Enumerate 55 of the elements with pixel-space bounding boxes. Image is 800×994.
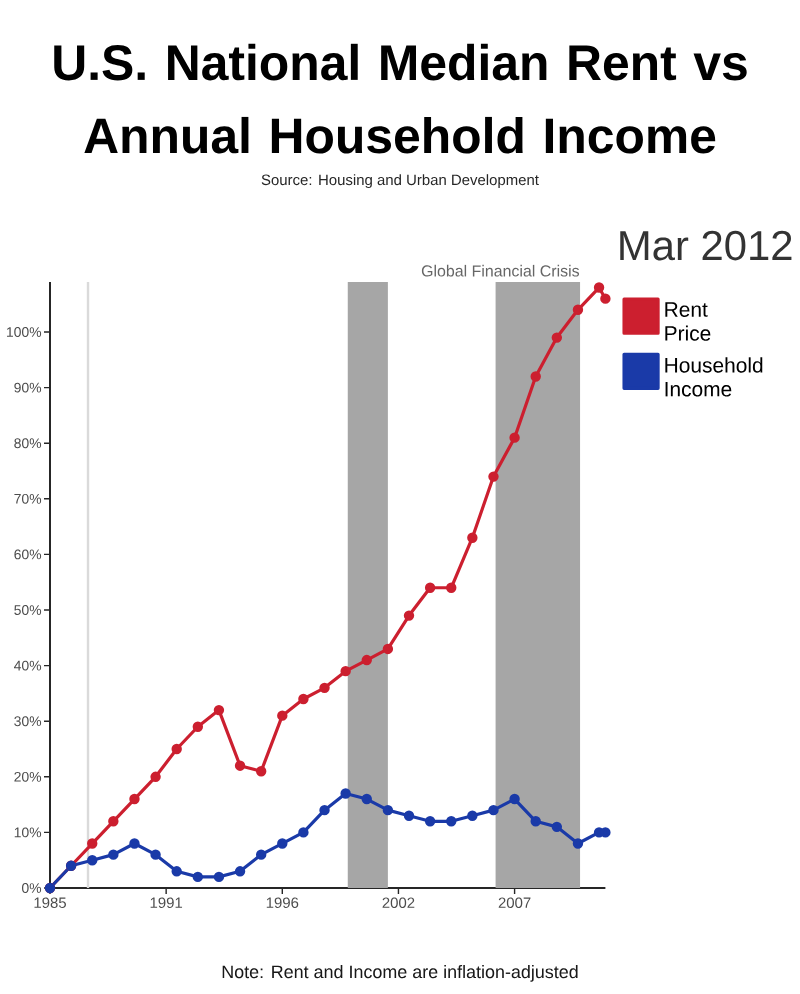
point	[277, 838, 288, 849]
point	[234, 760, 246, 771]
point	[171, 866, 182, 877]
point	[87, 855, 98, 866]
point	[403, 610, 415, 621]
legend-label: Rent Price	[665, 302, 711, 341]
point	[593, 282, 605, 293]
point	[108, 816, 119, 827]
point	[213, 871, 225, 883]
point	[87, 838, 98, 849]
point	[340, 665, 351, 677]
point	[572, 304, 584, 315]
point	[551, 821, 563, 833]
point	[551, 332, 563, 343]
point	[424, 816, 436, 827]
point	[171, 743, 182, 755]
point	[277, 710, 288, 721]
chart-title: U.S. National Median Rent vs Annual Household Income	[54, 43, 747, 154]
point	[509, 432, 520, 443]
point	[319, 804, 330, 816]
point	[213, 704, 225, 716]
point	[530, 371, 541, 382]
legend-label: Household Income	[665, 357, 763, 397]
point	[108, 849, 119, 860]
point	[255, 766, 267, 777]
point	[255, 849, 267, 860]
point	[403, 810, 415, 821]
text: Mar 2012	[620, 230, 792, 261]
point	[572, 838, 584, 849]
point	[129, 838, 140, 849]
point	[192, 721, 204, 732]
point	[298, 827, 309, 838]
point	[530, 816, 541, 827]
point	[467, 810, 478, 821]
point	[424, 582, 436, 593]
point	[488, 804, 499, 816]
point	[488, 471, 499, 482]
point	[361, 654, 372, 666]
point	[382, 643, 394, 655]
point	[150, 849, 161, 860]
point	[509, 793, 520, 805]
point	[319, 682, 330, 694]
point	[382, 804, 394, 816]
point	[129, 793, 140, 805]
point	[467, 532, 478, 543]
point	[361, 793, 372, 805]
point	[234, 866, 246, 877]
point	[150, 771, 161, 783]
point	[600, 293, 611, 304]
point	[298, 693, 309, 705]
text: Note: Rent and Income are inflation-adjusted	[222, 965, 578, 982]
point	[446, 816, 457, 827]
point	[340, 788, 351, 799]
point	[446, 582, 457, 593]
point	[192, 871, 204, 883]
